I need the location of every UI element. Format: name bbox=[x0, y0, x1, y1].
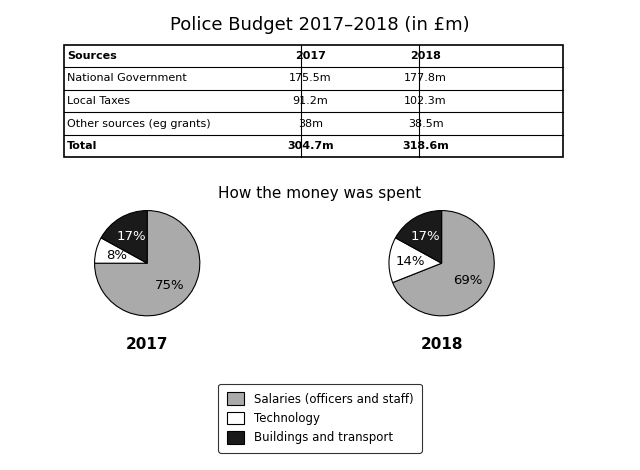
Text: How the money was spent: How the money was spent bbox=[218, 186, 422, 201]
Wedge shape bbox=[95, 211, 200, 316]
Text: 75%: 75% bbox=[155, 279, 184, 292]
Text: Local Taxes: Local Taxes bbox=[67, 96, 130, 106]
Legend: Salaries (officers and staff), Technology, Buildings and transport: Salaries (officers and staff), Technolog… bbox=[218, 384, 422, 453]
Text: 318.6m: 318.6m bbox=[402, 141, 449, 151]
Text: Other sources (eg grants): Other sources (eg grants) bbox=[67, 118, 211, 129]
X-axis label: 2018: 2018 bbox=[420, 337, 463, 352]
Wedge shape bbox=[389, 238, 442, 282]
Wedge shape bbox=[393, 211, 494, 316]
Text: 91.2m: 91.2m bbox=[292, 96, 328, 106]
Text: 102.3m: 102.3m bbox=[404, 96, 447, 106]
Text: 17%: 17% bbox=[116, 229, 146, 243]
Text: Total: Total bbox=[67, 141, 97, 151]
Text: Sources: Sources bbox=[67, 51, 117, 61]
Text: 175.5m: 175.5m bbox=[289, 73, 332, 84]
Text: 2017: 2017 bbox=[295, 51, 326, 61]
Text: 304.7m: 304.7m bbox=[287, 141, 333, 151]
Text: 8%: 8% bbox=[106, 249, 127, 262]
Text: Police Budget 2017–2018 (in £m): Police Budget 2017–2018 (in £m) bbox=[170, 16, 470, 34]
Text: 17%: 17% bbox=[411, 229, 440, 243]
Wedge shape bbox=[95, 238, 147, 263]
Text: National Government: National Government bbox=[67, 73, 187, 84]
Text: 38m: 38m bbox=[298, 118, 323, 129]
Text: 69%: 69% bbox=[453, 274, 483, 288]
Wedge shape bbox=[396, 211, 442, 263]
Text: 177.8m: 177.8m bbox=[404, 73, 447, 84]
X-axis label: 2017: 2017 bbox=[126, 337, 168, 352]
Text: 14%: 14% bbox=[396, 255, 425, 268]
Text: 2018: 2018 bbox=[410, 51, 441, 61]
Text: 38.5m: 38.5m bbox=[408, 118, 444, 129]
Wedge shape bbox=[101, 211, 147, 263]
